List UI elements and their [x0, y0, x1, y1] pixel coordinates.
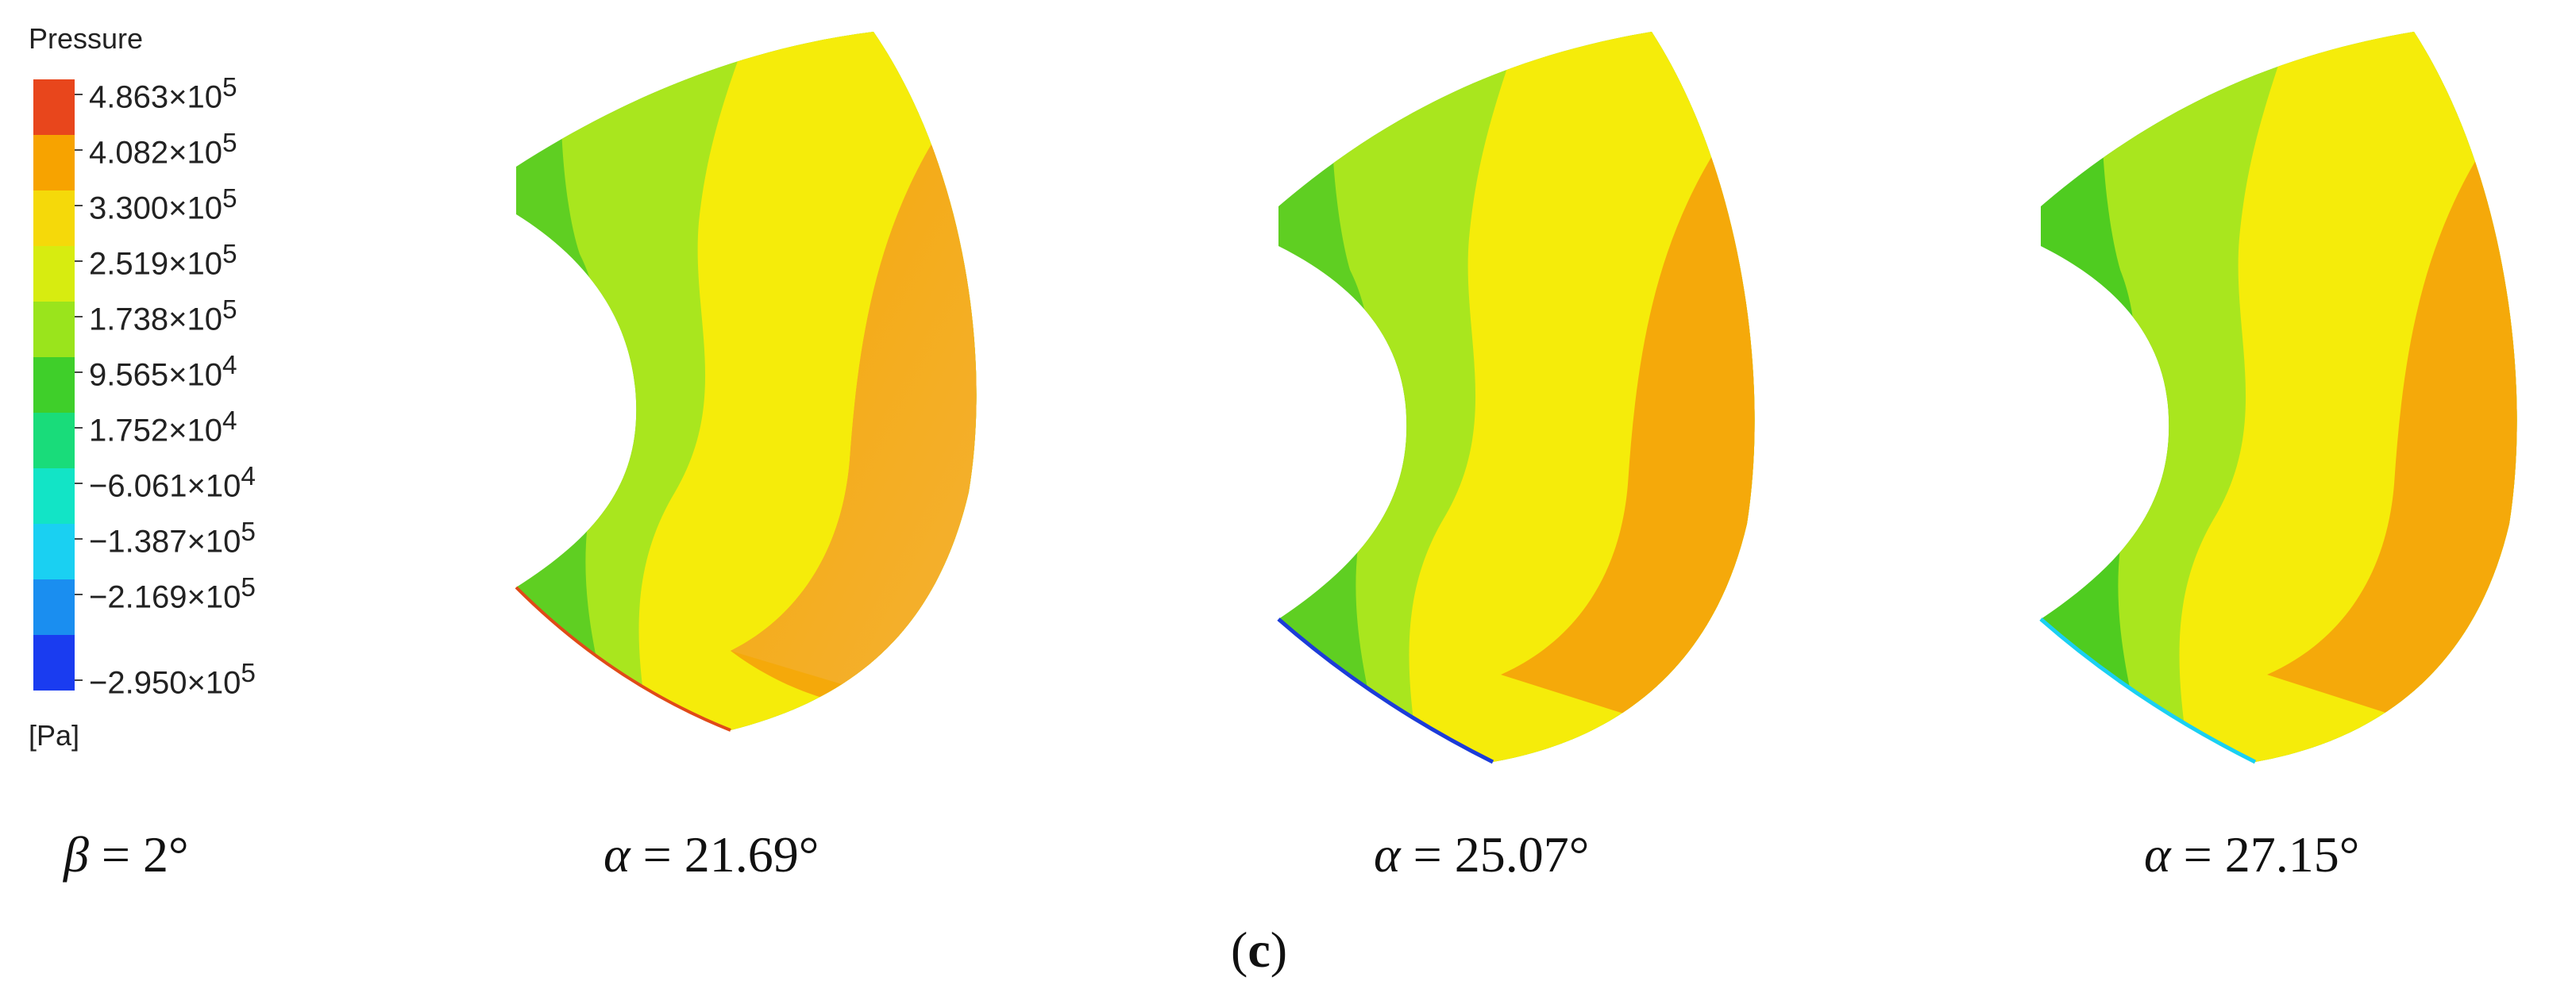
- legend-swatch-6: [33, 413, 75, 468]
- blade-contour-3: [2039, 32, 2517, 764]
- legend-unit: [Pa]: [29, 719, 80, 752]
- caption-beta: β = 2°: [64, 826, 189, 883]
- legend-swatch-9: [33, 579, 75, 635]
- legend-swatch-10: [33, 635, 75, 691]
- legend-tick-label: 2.519×105: [75, 240, 237, 282]
- legend-swatch-5: [33, 357, 75, 413]
- legend-tick-label: −2.169×105: [75, 573, 256, 615]
- legend-swatch-0: [33, 79, 75, 135]
- legend-tick-label: 1.752×104: [75, 406, 237, 448]
- legend-swatch-3: [33, 246, 75, 302]
- legend-tick-label: 3.300×105: [75, 184, 237, 226]
- legend-tick-label: 1.738×105: [75, 295, 237, 337]
- legend-swatch-2: [33, 190, 75, 246]
- legend-swatch-4: [33, 302, 75, 357]
- panel-label: (c): [1231, 921, 1288, 978]
- blade-contour-1: [515, 32, 977, 732]
- legend-tick-label: −1.387×105: [75, 517, 256, 560]
- legend-tick-label: −6.061×104: [75, 462, 256, 504]
- legend-tick-label: −2.950×105: [75, 659, 256, 701]
- legend-title: Pressure: [29, 22, 144, 55]
- legend-tick-label: 4.863×105: [75, 73, 237, 115]
- legend-swatch-7: [33, 468, 75, 524]
- blade-contour-2: [1277, 32, 1755, 764]
- caption-alpha-1: α = 21.69°: [604, 826, 819, 883]
- legend-tick-label: 9.565×104: [75, 351, 237, 393]
- color-legend-bar: [33, 79, 75, 691]
- caption-alpha-2: α = 25.07°: [1374, 826, 1590, 883]
- legend-swatch-8: [33, 524, 75, 579]
- legend-tick-label: 4.082×105: [75, 129, 237, 171]
- legend-swatch-1: [33, 135, 75, 190]
- caption-alpha-3: α = 27.15°: [2144, 826, 2360, 883]
